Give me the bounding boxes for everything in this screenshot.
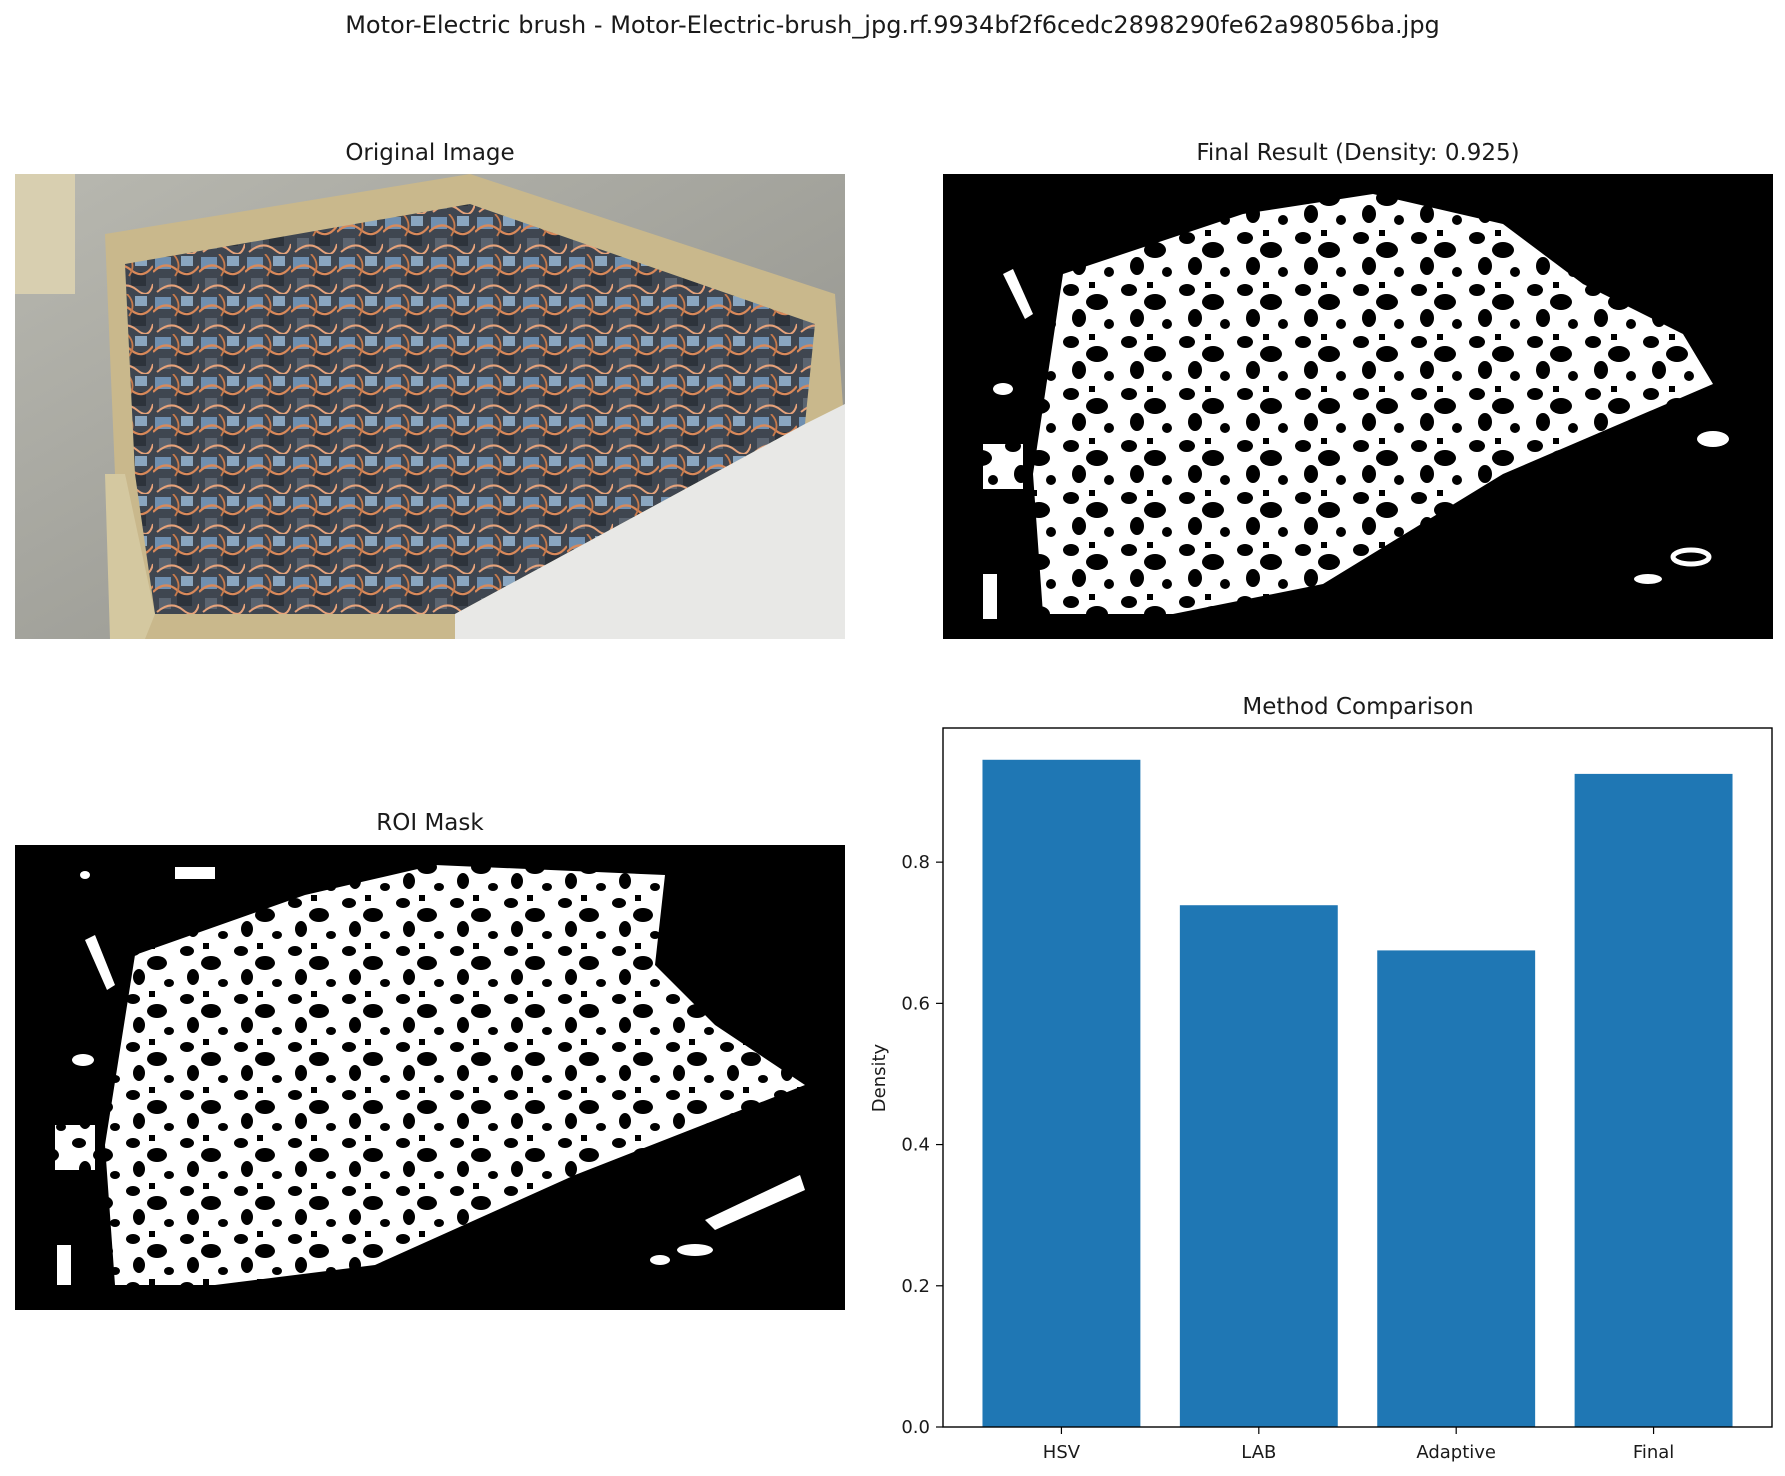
bar-adaptive (1377, 950, 1536, 1427)
x-tick-label-final: Final (1633, 1442, 1674, 1463)
y-tick-label: 0.4 (901, 1135, 930, 1156)
plot-frame (942, 727, 1773, 1428)
final-result-title: Final Result (Density: 0.925) (1196, 140, 1520, 166)
y-tick-label: 0.0 (901, 1417, 930, 1438)
y-axis-label: Density (870, 1043, 890, 1112)
original-image (15, 174, 845, 639)
roi-mask-title: ROI Mask (376, 810, 484, 836)
bar-lab (1179, 905, 1338, 1427)
method-comparison-chart: 0.0 0.2 0.4 0.6 0.8 HSV LAB Adaptive Final Dens… (870, 727, 1773, 1463)
chart-title: Method Comparison (1242, 694, 1474, 720)
x-tick-label-hsv: HSV (1043, 1442, 1081, 1463)
y-tick-label: 0.2 (901, 1276, 930, 1297)
final-result-mask (943, 174, 1773, 639)
x-tick-label-adaptive: Adaptive (1416, 1442, 1496, 1463)
y-tick-label: 0.8 (901, 852, 930, 873)
original-image-title: Original Image (345, 140, 515, 166)
roi-mask (15, 845, 845, 1310)
y-tick-label: 0.6 (901, 993, 930, 1014)
x-tick-label-lab: LAB (1241, 1442, 1276, 1463)
bar-final (1574, 773, 1733, 1427)
bar-hsv (982, 759, 1141, 1427)
figure-title: Motor-Electric brush - Motor-Electric-br… (345, 11, 1440, 39)
